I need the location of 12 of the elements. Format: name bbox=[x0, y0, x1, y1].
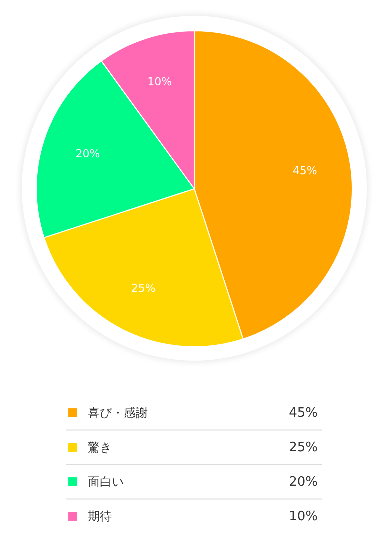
data-label: 45% bbox=[292, 164, 318, 178]
data-label: 25% bbox=[131, 282, 156, 295]
text: 20% bbox=[289, 475, 318, 490]
legend-label: 期待 bbox=[88, 510, 112, 524]
text: 25% bbox=[289, 440, 318, 456]
text: 10% bbox=[289, 510, 318, 524]
legend-label: 喜び・感謝 bbox=[88, 406, 148, 420]
legend-label: 驚き bbox=[88, 440, 112, 454]
data-label: 20% bbox=[76, 147, 100, 160]
legend-label: 面白い bbox=[88, 475, 124, 489]
text: 45% bbox=[289, 406, 318, 421]
data-label: 10% bbox=[148, 75, 172, 88]
